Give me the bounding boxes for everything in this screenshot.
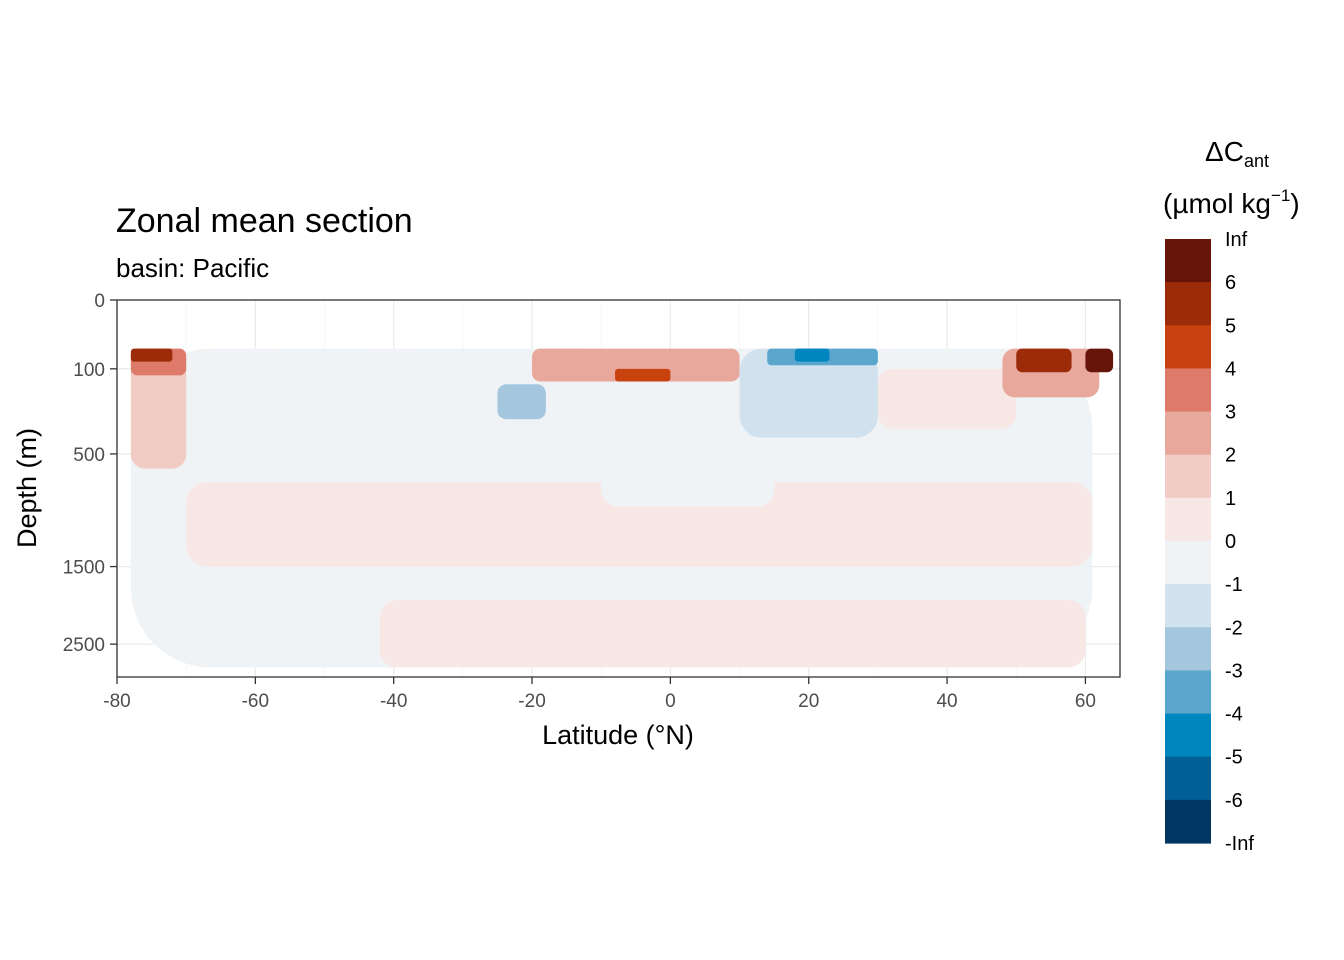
field-region	[739, 348, 878, 438]
x-tick-label: 60	[1075, 691, 1096, 712]
field-region	[601, 437, 775, 507]
legend-swatch	[1165, 713, 1211, 758]
legend-label: -Inf	[1225, 833, 1254, 855]
legend-unit-prefix: (µmol kg	[1163, 188, 1271, 219]
legend-title-subscript: ant	[1243, 151, 1269, 171]
legend-swatch	[1165, 799, 1211, 844]
legend-label: -6	[1225, 790, 1243, 812]
panel-border	[116, 299, 1121, 678]
legend-label: -2	[1225, 617, 1243, 639]
legend-label: 6	[1225, 272, 1236, 294]
legend-swatch	[1165, 411, 1211, 456]
legend-unit: (µmol kg−1)	[1163, 186, 1300, 220]
legend-title: ΔCant	[1205, 136, 1269, 172]
field-region	[615, 368, 671, 382]
field-region	[130, 348, 187, 469]
legend-label: Inf	[1225, 229, 1248, 251]
legend-label: 1	[1225, 488, 1236, 510]
field-region	[1016, 348, 1072, 373]
field-region	[497, 384, 546, 420]
legend-swatch	[1165, 282, 1211, 326]
legend-swatch	[1165, 325, 1211, 370]
legend-colorbar: Inf 6 5 4 3 2 1 0 -1 -2 -3 -4 -5 -6 -Inf	[1165, 229, 1254, 855]
legend-label: 5	[1225, 315, 1236, 337]
x-tick-label: 20	[798, 691, 819, 712]
legend-label: -4	[1225, 704, 1243, 726]
field-region	[379, 600, 1086, 668]
legend-unit-superscript: −1	[1270, 186, 1291, 205]
legend-swatch	[1165, 454, 1211, 499]
y-axis: 0 100 500 1500 2500	[63, 291, 117, 656]
field-region	[186, 482, 1093, 567]
legend-label: -5	[1225, 747, 1243, 769]
x-tick-label: -80	[103, 691, 130, 712]
x-tick-label: -60	[242, 691, 269, 712]
field-region	[1085, 348, 1114, 373]
chart-subtitle: basin: Pacific	[116, 253, 270, 283]
legend-swatch	[1165, 497, 1211, 542]
field-region	[794, 348, 830, 362]
legend-swatch	[1165, 368, 1211, 413]
legend-label: 4	[1225, 358, 1236, 380]
legend-label: -1	[1225, 574, 1243, 596]
legend-swatch	[1165, 670, 1211, 715]
legend-swatch	[1165, 541, 1211, 585]
x-tick-label: -40	[380, 691, 407, 712]
legend-title-main: ΔC	[1205, 136, 1244, 167]
x-axis-title: Latitude (°N)	[542, 720, 694, 750]
y-tick-label: 100	[73, 360, 105, 381]
field-region	[130, 348, 173, 362]
y-tick-label: 2500	[63, 635, 105, 656]
x-axis: -80 -60 -40 -20 0 20 40 60	[103, 677, 1096, 712]
y-tick-label: 0	[94, 291, 105, 312]
y-tick-label: 1500	[63, 558, 105, 579]
x-tick-label: 0	[665, 691, 676, 712]
legend-swatch	[1165, 584, 1211, 628]
legend-label: 3	[1225, 402, 1236, 424]
legend-unit-suffix: )	[1290, 188, 1300, 219]
y-tick-label: 500	[73, 445, 105, 466]
legend-swatch	[1165, 756, 1211, 801]
x-tick-label: 40	[936, 691, 957, 712]
legend-label: 2	[1225, 445, 1236, 467]
chart-title: Zonal mean section	[116, 202, 413, 240]
field-region	[255, 348, 394, 454]
legend-label: 0	[1225, 531, 1236, 553]
field-region	[532, 348, 740, 382]
x-tick-label: -20	[518, 691, 545, 712]
legend-label: -3	[1225, 660, 1243, 682]
field-region	[877, 368, 1017, 429]
legend-swatch	[1165, 239, 1211, 283]
y-axis-title: Depth (m)	[12, 428, 42, 548]
data-field	[130, 348, 1114, 668]
legend-swatch	[1165, 627, 1211, 672]
